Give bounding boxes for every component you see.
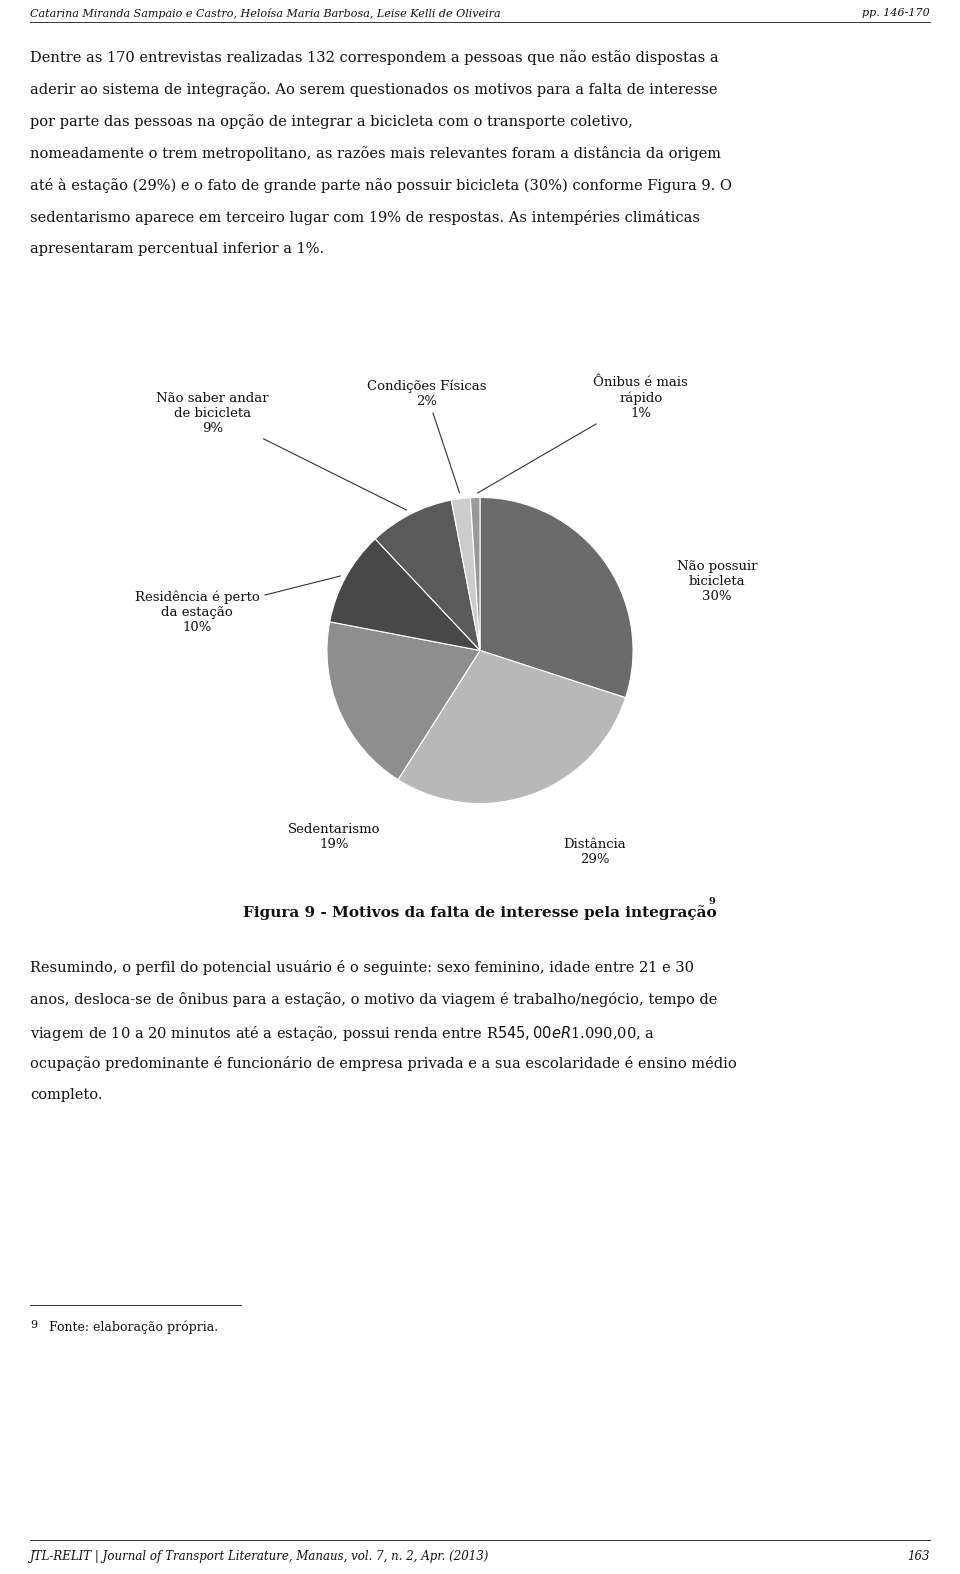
Wedge shape <box>451 497 480 650</box>
Text: viagem de 10 a 20 minutos até a estação, possui renda entre R$545,00 e R$1.090,0: viagem de 10 a 20 minutos até a estação,… <box>30 1025 655 1044</box>
Text: aderir ao sistema de integração. Ao serem questionados os motivos para a falta d: aderir ao sistema de integração. Ao sere… <box>30 82 717 98</box>
Text: Residência é perto
da estação
10%: Residência é perto da estação 10% <box>134 576 341 634</box>
Wedge shape <box>480 497 633 697</box>
Text: Catarina Miranda Sampaio e Castro, Heloísa Maria Barbosa, Leise Kelli de Oliveir: Catarina Miranda Sampaio e Castro, Heloí… <box>30 8 500 19</box>
Text: anos, desloca-se de ônibus para a estação, o motivo da viagem é trabalho/negócio: anos, desloca-se de ônibus para a estaçã… <box>30 992 717 1007</box>
Text: 163: 163 <box>907 1550 930 1563</box>
Text: Sedentarismo
19%: Sedentarismo 19% <box>288 823 381 852</box>
Wedge shape <box>375 501 480 650</box>
Text: pp. 146-170: pp. 146-170 <box>862 8 930 17</box>
Text: por parte das pessoas na opção de integrar a bicicleta com o transporte coletivo: por parte das pessoas na opção de integr… <box>30 113 633 129</box>
Text: Não saber andar
de bicicleta
9%: Não saber andar de bicicleta 9% <box>156 392 407 510</box>
Wedge shape <box>398 650 626 803</box>
Text: apresentaram percentual inferior a 1%.: apresentaram percentual inferior a 1%. <box>30 242 324 257</box>
Text: Figura 9 - Motivos da falta de interesse pela integração: Figura 9 - Motivos da falta de interesse… <box>243 905 717 919</box>
Text: Condições Físicas
2%: Condições Físicas 2% <box>367 379 486 493</box>
Text: Resumindo, o perfil do potencial usuário é o seguinte: sexo feminino, idade entr: Resumindo, o perfil do potencial usuário… <box>30 960 694 974</box>
Text: 9: 9 <box>30 1321 37 1330</box>
Text: Ônibus é mais
rápido
1%: Ônibus é mais rápido 1% <box>477 376 688 493</box>
Text: Fonte: elaboração própria.: Fonte: elaboração própria. <box>45 1321 219 1333</box>
Text: Dentre as 170 entrevistas realizadas 132 correspondem a pessoas que não estão di: Dentre as 170 entrevistas realizadas 132… <box>30 50 719 65</box>
Wedge shape <box>470 497 480 650</box>
Text: JTL-RELIT | Journal of Transport Literature, Manaus, vol. 7, n. 2, Apr. (2013): JTL-RELIT | Journal of Transport Literat… <box>30 1550 490 1563</box>
Text: completo.: completo. <box>30 1088 103 1102</box>
Text: Não possuir
bicicleta
30%: Não possuir bicicleta 30% <box>677 560 757 603</box>
Text: até à estação (29%) e o fato de grande parte não possuir bicicleta (30%) conform: até à estação (29%) e o fato de grande p… <box>30 178 732 194</box>
Wedge shape <box>329 538 480 650</box>
Text: 9: 9 <box>708 897 715 907</box>
Wedge shape <box>327 622 480 779</box>
Text: sedentarismo aparece em terceiro lugar com 19% de respostas. As intempéries clim: sedentarismo aparece em terceiro lugar c… <box>30 209 700 225</box>
Text: Distância
29%: Distância 29% <box>564 839 626 866</box>
Text: ocupação predominante é funcionário de empresa privada e a sua escolaridade é en: ocupação predominante é funcionário de e… <box>30 1056 736 1070</box>
Text: nomeadamente o trem metropolitano, as razões mais relevantes foram a distância d: nomeadamente o trem metropolitano, as ra… <box>30 146 721 161</box>
